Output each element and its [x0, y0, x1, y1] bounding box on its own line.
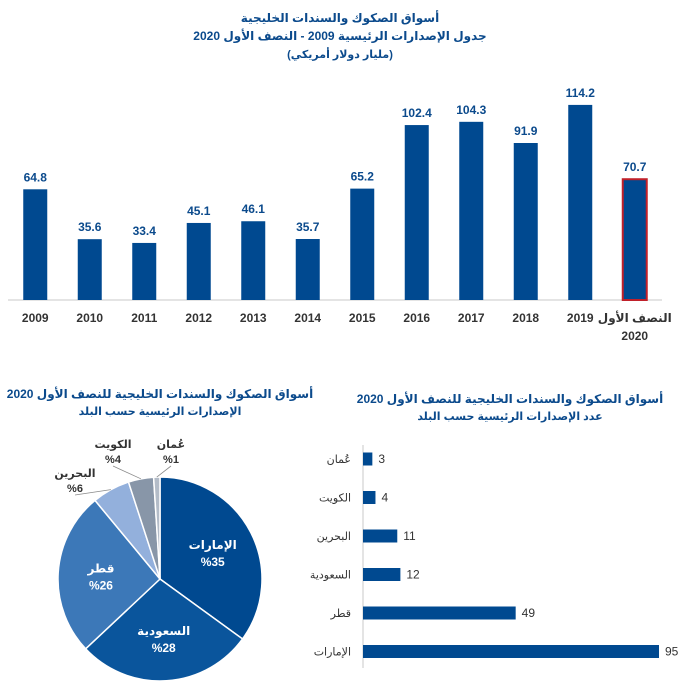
- pie-slice-percent-0: %35: [201, 555, 225, 569]
- pie-slice-percent-5: %1: [163, 454, 179, 466]
- bar-value-label-7: 102.4: [402, 106, 432, 120]
- pie-slice-5: [152, 476, 161, 580]
- bar-value-label-0: 64.8: [24, 170, 48, 184]
- x-tick-label-0: 2009: [22, 311, 49, 325]
- pie-slice-name-1: السعودية: [137, 624, 190, 639]
- x-tick-label-5: 2014: [294, 311, 321, 325]
- issuance-share-pie-chart: أسواق الصكوك والسندات الخليجية للنصف الأ…: [7, 386, 313, 682]
- pie-slice-name-0: الإمارات: [189, 538, 237, 552]
- hbars-layer: 3 عُمان 4 الكويت 11 البحرين 12 السعودية 49 قطر 95 ا…: [310, 452, 679, 659]
- pie-slice-name-4: الكويت: [95, 439, 132, 451]
- hbar-category-label-2: البحرين: [317, 531, 351, 543]
- bar-value-label-6: 65.2: [351, 170, 375, 184]
- bar-3: [186, 222, 211, 300]
- bar-value-label-2: 33.4: [133, 224, 157, 238]
- bar-11: [621, 178, 648, 302]
- bar-value-label-11: 70.7: [623, 160, 647, 174]
- pie-slice-1: [84, 578, 244, 682]
- hbar-value-label-3: 12: [406, 568, 420, 582]
- yearly-issuance-bar-chart: أسواق الصكوك والسندات الخليجية جدول الإص…: [8, 10, 672, 343]
- x-tick-label-6: 2015: [349, 311, 376, 325]
- bar-0: [23, 189, 48, 300]
- bar-2: [132, 242, 157, 300]
- hbar-chart-subtitle: عدد الإصدارات الرئيسية حسب البلد: [417, 411, 602, 423]
- hbar-3: [363, 568, 401, 581]
- bar-value-label-3: 45.1: [187, 204, 211, 218]
- x-tick-label-9: 2018: [512, 311, 539, 325]
- bar-1: [77, 239, 102, 300]
- bar-chart-unit: (مليار دولار أمريكي): [287, 47, 393, 61]
- issuance-count-hbar-chart: أسواق الصكوك والسندات الخليجية للنصف الأ…: [310, 391, 679, 668]
- bar-value-label-10: 114.2: [566, 86, 596, 100]
- x-tick-label-10: 2019: [567, 311, 594, 325]
- hbar-category-label-3: السعودية: [310, 570, 351, 582]
- hbar-0: [363, 452, 373, 466]
- pie-slice-name-5: عُمان: [157, 439, 185, 451]
- pie-slice-percent-3: %6: [67, 483, 83, 495]
- pie-chart-title: أسواق الصكوك والسندات الخليجية للنصف الأ…: [7, 386, 313, 402]
- hbar-category-label-5: الإمارات: [314, 647, 351, 659]
- hbar-chart-title: أسواق الصكوك والسندات الخليجية للنصف الأ…: [357, 391, 663, 407]
- bar-value-label-9: 91.9: [514, 124, 538, 138]
- bar-8: [459, 121, 484, 300]
- hbar-category-label-1: الكويت: [319, 493, 351, 505]
- hbar-4: [363, 606, 516, 620]
- hbar-value-label-1: 4: [381, 491, 388, 505]
- bar-value-label-8: 104.3: [456, 103, 486, 117]
- pie-chart-subtitle: الإصدارات الرئيسية حسب البلد: [79, 406, 242, 418]
- bar-7: [404, 125, 429, 300]
- bar-9: [513, 143, 538, 300]
- pie-slice-0: [159, 476, 263, 641]
- bar-value-label-4: 46.1: [242, 202, 266, 216]
- bar-4: [241, 221, 266, 300]
- pie-slice-percent-4: %4: [105, 454, 122, 466]
- x-tick-label-2: 2011: [131, 311, 157, 325]
- bar-chart-subtitle: جدول الإصدارات الرئيسية 2009 - النصف الأ…: [193, 28, 486, 44]
- pie-layer: الإمارات %35 السعودية %28 قطر %26 البحرين %6 الك…: [54, 439, 263, 682]
- bar-chart-title: أسواق الصكوك والسندات الخليجية: [241, 10, 439, 26]
- bar-value-label-1: 35.6: [78, 220, 102, 234]
- hbar-1: [363, 491, 376, 504]
- pie-leader-line-4: [112, 465, 142, 480]
- pie-leader-line-5: [156, 465, 172, 478]
- hbar-value-label-5: 95: [665, 645, 679, 659]
- hbar-category-label-4: قطر: [330, 608, 351, 620]
- pie-slice-name-2: قطر: [86, 561, 114, 575]
- x-tick-label-8: 2017: [458, 311, 485, 325]
- pie-slice-percent-1: %28: [152, 641, 176, 655]
- x-tick-label-4: 2013: [240, 311, 267, 325]
- hbar-category-label-0: عُمان: [327, 453, 351, 466]
- pie-leader-line-3: [74, 489, 111, 496]
- pie-slice-percent-2: %26: [89, 578, 113, 592]
- hbar-2: [363, 529, 398, 543]
- hbar-value-label-0: 3: [378, 452, 385, 466]
- bar-5: [295, 239, 320, 300]
- hbar-value-label-2: 11: [403, 529, 416, 543]
- x-tick-label-7: 2016: [403, 311, 430, 325]
- x-tick-label-3: 2012: [185, 311, 212, 325]
- bars-layer: 64.8 2009 35.6 2010 33.4 2011 45.1 2012 46.1 2013…: [22, 86, 672, 343]
- hbar-5: [363, 645, 659, 658]
- bar-6: [350, 188, 375, 300]
- hbar-value-label-4: 49: [522, 606, 536, 620]
- bar-value-label-5: 35.7: [296, 220, 320, 234]
- pie-slice-2: [57, 499, 162, 650]
- pie-slice-name-3: البحرين: [54, 468, 95, 480]
- bar-10: [568, 104, 593, 301]
- x-tick-label-11: النصف الأول: [598, 310, 672, 326]
- x-tick-label-11-line2: 2020: [621, 329, 648, 343]
- x-tick-label-1: 2010: [76, 311, 103, 325]
